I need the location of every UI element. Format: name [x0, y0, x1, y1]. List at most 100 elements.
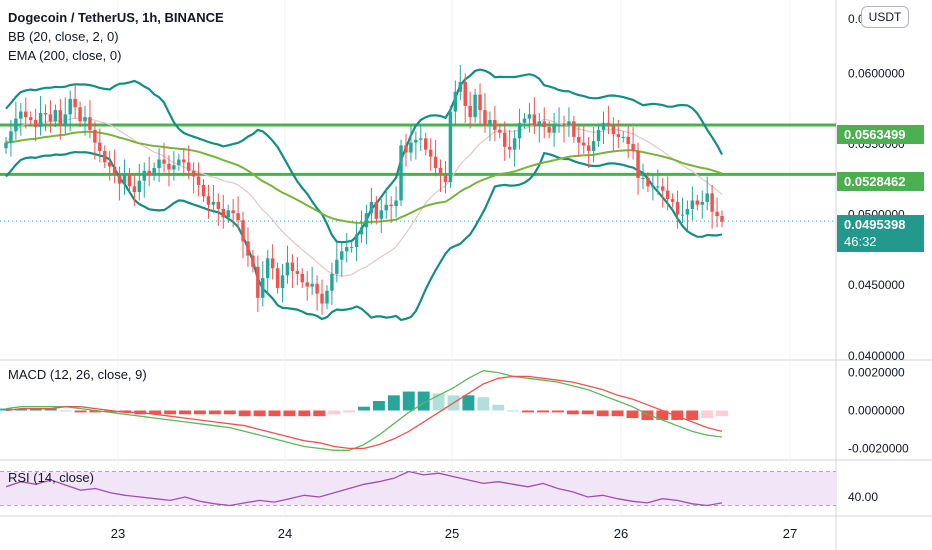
candle-body: [557, 124, 561, 126]
time-tick-label: 27: [783, 526, 797, 541]
candle-body: [364, 213, 369, 228]
candle: [537, 112, 542, 143]
candle-body: [330, 273, 334, 291]
candle: [53, 104, 58, 128]
candle-body: [63, 114, 67, 126]
candle-body: [527, 114, 532, 119]
candle-body: [132, 186, 137, 192]
candle-body: [53, 110, 58, 122]
candle: [93, 121, 97, 160]
currency-button[interactable]: USDT: [861, 6, 909, 28]
candle-body: [270, 258, 275, 269]
candle-body: [265, 258, 270, 279]
rsi-legend[interactable]: RSI (14, close): [8, 470, 94, 485]
candle: [162, 142, 166, 173]
candle-body: [167, 163, 171, 170]
candle: [705, 176, 709, 211]
candle-body: [359, 227, 364, 235]
macd-histogram-bar: [104, 410, 117, 413]
candle: [428, 138, 433, 171]
candle-body: [310, 283, 314, 287]
candle: [196, 162, 201, 197]
macd-histogram-bar: [59, 410, 72, 412]
candle-body: [503, 132, 507, 147]
candle-body: [112, 166, 117, 176]
bar-countdown: 46:32: [844, 234, 877, 249]
candle: [448, 105, 453, 188]
candle: [157, 148, 161, 183]
candle: [394, 186, 398, 218]
candle-body: [582, 142, 586, 146]
candle: [19, 103, 23, 136]
macd-histogram-bar: [74, 410, 87, 413]
symbol-title[interactable]: Dogecoin / TetherUS, 1h, BINANCE: [8, 10, 224, 25]
macd-histogram-bar: [14, 408, 27, 411]
candle: [443, 160, 448, 194]
candle-body: [423, 138, 428, 150]
candle: [127, 168, 132, 192]
macd-histogram-bar: [701, 410, 714, 419]
macd-histogram-bar: [89, 410, 102, 413]
candle: [611, 117, 616, 152]
macd-histogram-bar: [477, 397, 490, 411]
candle: [261, 261, 265, 307]
macd-histogram-bar: [119, 410, 132, 413]
last-price-tag: 0.0495398 46:32: [837, 215, 924, 252]
macd-histogram-bar: [358, 406, 370, 411]
candle: [256, 255, 260, 312]
candle: [552, 112, 556, 147]
candle-body: [389, 204, 393, 207]
candle-body: [715, 211, 719, 216]
candle-body: [83, 117, 87, 122]
candle-body: [43, 112, 48, 115]
ema-indicator-label[interactable]: EMA (200, close, 0): [8, 48, 122, 63]
macd-histogram-bar: [372, 401, 385, 411]
candle-body: [191, 170, 196, 177]
macd-legend[interactable]: MACD (12, 26, close, 9): [8, 367, 147, 382]
macd-layer: [0, 370, 728, 451]
chart-legend: Dogecoin / TetherUS, 1h, BINANCE BB (20,…: [8, 8, 224, 65]
candle: [359, 210, 364, 243]
rsi-band-layer: [0, 471, 836, 506]
candle: [191, 162, 196, 194]
macd-histogram-bar: [283, 410, 296, 417]
candle: [438, 159, 443, 192]
candle: [626, 125, 630, 159]
candle-body: [532, 114, 537, 126]
candle: [63, 97, 67, 135]
candle-body: [680, 214, 685, 216]
macd-histogram-bar: [507, 410, 520, 412]
candle-body: [226, 210, 230, 218]
macd-histogram-bar: [238, 410, 251, 417]
candle: [236, 196, 240, 229]
candle-body: [493, 120, 497, 130]
candle: [685, 200, 690, 232]
price-tag-line-low: 0.0528462: [837, 172, 924, 191]
candle-body: [414, 139, 418, 143]
time-tick-label: 23: [111, 526, 125, 541]
candle-body: [335, 259, 339, 274]
candle: [364, 204, 369, 245]
macd-histogram-bar: [417, 391, 430, 411]
macd-histogram-bar: [522, 410, 535, 413]
candle-body: [344, 247, 349, 252]
candle: [330, 262, 334, 305]
candle: [251, 249, 255, 273]
candle: [423, 132, 428, 156]
candle: [670, 193, 675, 208]
bb-indicator-label[interactable]: BB (20, close, 2, 0): [8, 29, 119, 44]
candle: [567, 107, 571, 137]
candle: [601, 111, 606, 144]
candle: [295, 256, 300, 286]
rsi-tick-label: 40.00: [848, 490, 878, 504]
candle-body: [300, 273, 305, 283]
macd-tick-label: -0.0020000: [848, 441, 909, 455]
candle-body: [216, 201, 221, 209]
candle: [285, 245, 290, 284]
candle-body: [9, 131, 13, 143]
candle: [177, 153, 181, 171]
candle: [265, 249, 270, 296]
candle-body: [661, 186, 665, 191]
candle-body: [626, 136, 630, 144]
